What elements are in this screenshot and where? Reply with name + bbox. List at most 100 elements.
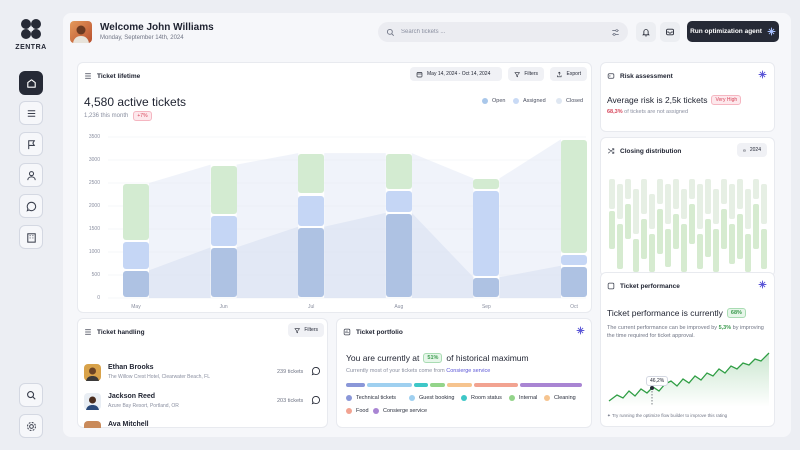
bar-segment-middle-aug[interactable] <box>385 190 412 212</box>
main-panel: Welcome John Williams Monday, September … <box>63 13 791 437</box>
sparkle-icon[interactable] <box>758 70 767 79</box>
bar-segment-top-may[interactable] <box>123 184 149 240</box>
distribution-cell <box>665 184 671 224</box>
bar-segment-top-jul[interactable] <box>298 154 325 194</box>
bar-segment-middle-sep[interactable] <box>473 190 500 277</box>
bar-segment-middle-jun[interactable] <box>210 216 237 247</box>
bar-segment-top-jun[interactable] <box>210 165 237 215</box>
bar-segment-bottom-jun[interactable] <box>210 248 237 297</box>
shuffle-icon <box>607 148 615 154</box>
export-button[interactable]: Export <box>550 67 587 81</box>
legend-assigned-label: Assigned <box>523 98 546 104</box>
list-item[interactable]: Ava Mitchell <box>84 419 324 428</box>
portfolio-segment-technical <box>346 383 365 387</box>
list-icon <box>85 329 91 335</box>
risk-headline-row: Average risk is 2,5k tickets Very High <box>607 95 742 105</box>
portfolio-title: Ticket portfolio <box>356 328 403 336</box>
list-item[interactable]: Ethan Brooks The Willow Crest Hotel, Cle… <box>84 362 324 388</box>
performance-desc: The current performance can be improved … <box>607 324 767 340</box>
distribution-cell <box>753 179 759 199</box>
portfolio-sub-b: Consierge service <box>446 368 491 374</box>
distribution-cell <box>673 214 679 249</box>
bar-segment-middle-jul[interactable] <box>298 195 325 226</box>
sliders-icon[interactable] <box>611 28 620 37</box>
list-item[interactable]: Jackson Reed Azure Bay Resort, Portland,… <box>84 391 324 417</box>
bar-segment-bottom-oct[interactable] <box>561 266 587 297</box>
performance-point[interactable] <box>650 386 654 390</box>
lifetime-filters-label: Filters <box>524 71 538 77</box>
bar-segment-middle-oct[interactable] <box>561 255 587 265</box>
run-optimization-button[interactable]: Run optimization agent <box>687 21 779 42</box>
sidebar-item-reports[interactable] <box>19 225 43 249</box>
distribution-cell <box>657 179 663 204</box>
distribution-title: Closing distribution <box>620 147 682 155</box>
bar-segment-bottom-sep[interactable] <box>473 278 500 297</box>
portfolio-segment-internal <box>430 383 445 387</box>
bar-segment-top-sep[interactable] <box>473 179 500 189</box>
legend-swatch <box>346 408 352 414</box>
chat-icon[interactable] <box>311 395 321 405</box>
x-tick-label: Jun <box>219 304 228 310</box>
inbox-button[interactable] <box>660 22 680 42</box>
bar-segment-top-aug[interactable] <box>385 154 412 189</box>
legend-swatch <box>509 395 515 401</box>
portfolio-legend-internal: Internal <box>509 395 537 401</box>
tag-icon <box>607 73 615 79</box>
sidebar-item-chat[interactable] <box>19 194 43 218</box>
legend-swatch <box>544 395 550 401</box>
legend-open-label: Open <box>492 98 506 104</box>
notifications-button[interactable] <box>636 22 656 42</box>
run-button-label: Run optimization agent <box>690 28 762 35</box>
legend-open: Open <box>482 98 505 104</box>
y-tick-label: 0 <box>97 295 100 301</box>
legend-label: Food <box>356 408 369 414</box>
legend-swatch <box>346 395 352 401</box>
y-tick-label: 2000 <box>88 203 100 209</box>
sidebar-item-users[interactable] <box>19 163 43 187</box>
sparkle-icon[interactable] <box>758 280 767 289</box>
sidebar-item-home[interactable] <box>19 71 43 95</box>
search-bar[interactable] <box>378 22 628 42</box>
date-range-picker[interactable]: May 14, 2024 - Oct 14, 2024 <box>410 67 502 81</box>
distribution-cell <box>713 189 719 224</box>
home-icon <box>26 78 36 88</box>
sidebar-item-search[interactable] <box>19 383 43 407</box>
portfolio-pct-badge: 51% <box>423 353 443 363</box>
legend-label: Technical tickets <box>356 395 397 401</box>
distribution-cell <box>681 224 687 272</box>
sidebar-item-settings[interactable] <box>19 414 43 438</box>
distribution-cell <box>713 229 719 272</box>
bar-segment-bottom-aug[interactable] <box>385 213 412 297</box>
chat-icon[interactable] <box>311 366 321 376</box>
search-input[interactable] <box>401 29 611 35</box>
bar-segment-bottom-jul[interactable] <box>298 227 325 297</box>
lifetime-filters-button[interactable]: Filters <box>508 67 544 81</box>
distribution-cell <box>617 184 623 219</box>
distribution-cell <box>761 229 767 269</box>
sidebar-item-flags[interactable] <box>19 132 43 156</box>
bar-segment-bottom-may[interactable] <box>123 271 149 297</box>
bell-icon <box>642 29 650 37</box>
export-icon <box>557 71 562 77</box>
avatar[interactable] <box>70 21 92 43</box>
distribution-cell <box>673 179 679 209</box>
portfolio-legend-technical: Technical tickets <box>346 395 396 401</box>
distribution-cell <box>689 204 695 244</box>
list-icon <box>85 73 91 79</box>
bar-segment-top-oct[interactable] <box>561 140 587 254</box>
bar-segment-middle-may[interactable] <box>123 241 149 270</box>
distribution-cell <box>721 209 727 249</box>
distribution-chart <box>609 179 769 272</box>
distribution-cell <box>721 179 727 204</box>
user-icon <box>26 170 36 180</box>
chat-icon <box>25 201 36 212</box>
portfolio-segment-consierge <box>520 383 582 387</box>
sparkle-icon[interactable] <box>576 326 585 335</box>
handling-filters-button[interactable]: Filters <box>288 323 324 337</box>
performance-desc-b: by improving the time required for ticke… <box>607 325 764 339</box>
distribution-year-picker[interactable]: 2024 <box>737 143 767 157</box>
ticket-lifetime-header: Ticket lifetime <box>84 72 140 80</box>
distribution-cell <box>697 184 703 229</box>
sidebar-item-tickets[interactable] <box>19 101 43 125</box>
performance-headline-row: Ticket performance is currently 68% <box>607 308 746 318</box>
